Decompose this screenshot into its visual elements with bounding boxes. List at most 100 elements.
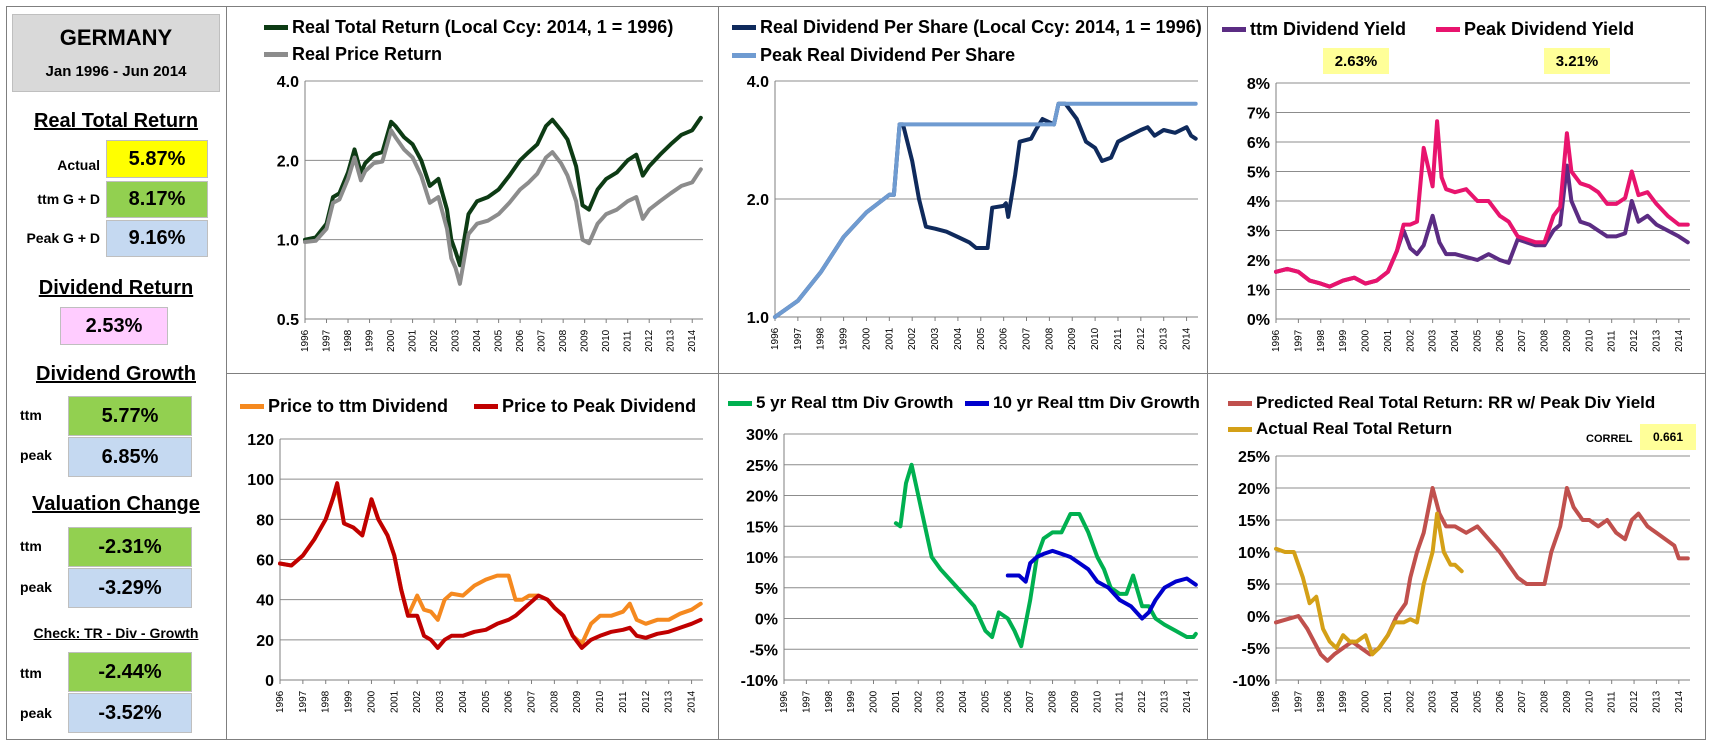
x-tick-label: 2011: [618, 691, 629, 713]
ttm-gd-label: ttm G + D: [37, 191, 100, 207]
series-line-2: [1274, 119, 1690, 289]
y-tick-label: 8%: [1247, 76, 1270, 93]
x-tick-label: 2006: [515, 329, 526, 352]
x-tick-label: 2012: [641, 690, 652, 713]
growth-ttm-label: ttm: [20, 407, 42, 423]
x-tick-label: 2007: [1022, 327, 1033, 350]
y-tick-label: 4%: [1247, 194, 1270, 211]
x-tick-label: 2002: [412, 690, 423, 713]
x-tick-label: 1996: [300, 329, 311, 352]
x-tick-label: 2009: [1070, 690, 1081, 713]
divider: [226, 373, 1706, 374]
x-tick-label: 2009: [1067, 327, 1078, 350]
x-tick-label: 2000: [1361, 329, 1372, 352]
x-tick-label: 2005: [481, 690, 492, 713]
x-tick-label: 2005: [494, 329, 505, 352]
legend-label: Peak Dividend Yield: [1464, 19, 1635, 39]
x-tick-label: 2011: [623, 330, 634, 352]
x-tick-label: 2010: [595, 690, 606, 713]
legend-10yr-growth: 10 yr Real ttm Div Growth: [965, 393, 1200, 413]
legend-label: Actual Real Total Return: [1256, 419, 1453, 438]
x-tick-label: 2000: [861, 327, 872, 350]
x-tick-label: 1997: [793, 327, 804, 350]
legend-label: 5 yr Real ttm Div Growth: [756, 393, 954, 412]
x-tick-label: 2014: [1674, 690, 1685, 713]
legend-swatch: [1228, 426, 1252, 432]
y-tick-label: 0.5: [277, 312, 299, 329]
x-tick-label: 2002: [1405, 690, 1416, 713]
y-tick-label: -10%: [741, 673, 778, 690]
x-tick-label: 2011: [1607, 691, 1618, 713]
actual-label: Actual: [57, 157, 100, 173]
x-tick-label: 2006: [1003, 690, 1014, 713]
x-tick-label: 1998: [816, 327, 827, 350]
y-tick-label: 2.0: [277, 153, 299, 170]
x-tick-label: 2008: [1540, 690, 1551, 713]
series-line-2: [278, 481, 703, 650]
x-tick-label: 1996: [1271, 329, 1282, 352]
x-tick-label: 2009: [1562, 690, 1573, 713]
y-tick-label: 20: [256, 633, 274, 650]
y-tick-label: 80: [256, 512, 274, 529]
y-tick-label: 0: [265, 673, 274, 690]
legend-swatch: [240, 404, 264, 409]
x-tick-label: 2006: [504, 690, 515, 713]
y-tick-label: 5%: [1247, 165, 1270, 182]
x-tick-label: 2010: [1092, 690, 1103, 713]
y-tick-label: 1.0: [277, 233, 299, 250]
series-line-2: [1005, 548, 1198, 621]
x-tick-label: 2014: [1182, 327, 1193, 350]
valuation-ttm-label: ttm: [20, 538, 42, 554]
series-line-1: [1274, 486, 1690, 663]
legend-label: Predicted Real Total Return: RR w/ Peak …: [1256, 393, 1656, 412]
legend-swatch: [965, 400, 989, 406]
x-tick-label: 2008: [558, 329, 569, 352]
correl-value: 0.661: [1640, 424, 1696, 450]
y-tick-label: 40: [256, 593, 274, 610]
growth-peak-label: peak: [20, 447, 52, 463]
y-tick-label: 0%: [1247, 609, 1270, 626]
y-tick-label: 0%: [755, 612, 778, 629]
x-tick-label: 2000: [386, 329, 397, 352]
x-tick-label: 2009: [1562, 329, 1573, 352]
legend-label: 10 yr Real ttm Div Growth: [993, 393, 1200, 412]
x-tick-label: 2005: [1472, 690, 1483, 713]
correl-label: CORREL: [1586, 433, 1633, 445]
legend-swatch: [1228, 400, 1252, 406]
x-tick-label: 2005: [976, 327, 987, 350]
x-tick-label: 2008: [549, 690, 560, 713]
x-tick-label: 2004: [1450, 690, 1461, 713]
x-tick-label: 2005: [1472, 329, 1483, 352]
legend-label: Price to Peak Dividend: [502, 396, 697, 416]
x-tick-label: 2012: [1136, 327, 1147, 350]
x-tick-label: 2008: [1540, 329, 1551, 352]
y-tick-label: 30%: [746, 427, 778, 444]
x-tick-label: 1998: [1316, 690, 1327, 713]
x-tick-label: 2014: [687, 329, 698, 352]
y-tick-label: 10%: [746, 550, 778, 567]
x-tick-label: 2010: [601, 329, 612, 352]
x-tick-label: 2006: [1495, 690, 1506, 713]
legend-real-dps: Real Dividend Per Share (Local Ccy: 2014…: [732, 17, 1202, 38]
x-tick-label: 2003: [930, 327, 941, 350]
legend-predicted-return: Predicted Real Total Return: RR w/ Peak …: [1228, 393, 1655, 413]
x-tick-label: 2002: [1405, 329, 1416, 352]
dividend-return-value: 2.53%: [60, 307, 168, 345]
legend-price-ttm-div: Price to ttm Dividend: [240, 396, 448, 417]
x-tick-label: 2013: [1651, 329, 1662, 352]
y-tick-label: 5%: [1247, 577, 1270, 594]
series-line-1: [1274, 163, 1690, 289]
dividend-growth-title: Dividend Growth: [36, 363, 196, 385]
ttm-gd-value: 8.17%: [106, 181, 208, 218]
x-tick-label: 2004: [472, 329, 483, 352]
x-tick-label: 2003: [936, 690, 947, 713]
x-tick-label: 2013: [1651, 690, 1662, 713]
x-tick-label: 1997: [801, 690, 812, 713]
y-tick-label: 20%: [746, 489, 778, 506]
x-tick-label: 1998: [824, 690, 835, 713]
legend-ttm-yield: ttm Dividend Yield: [1222, 19, 1406, 40]
x-tick-label: 2001: [408, 329, 419, 352]
x-tick-label: 2013: [1159, 327, 1170, 350]
x-tick-label: 2001: [891, 690, 902, 713]
